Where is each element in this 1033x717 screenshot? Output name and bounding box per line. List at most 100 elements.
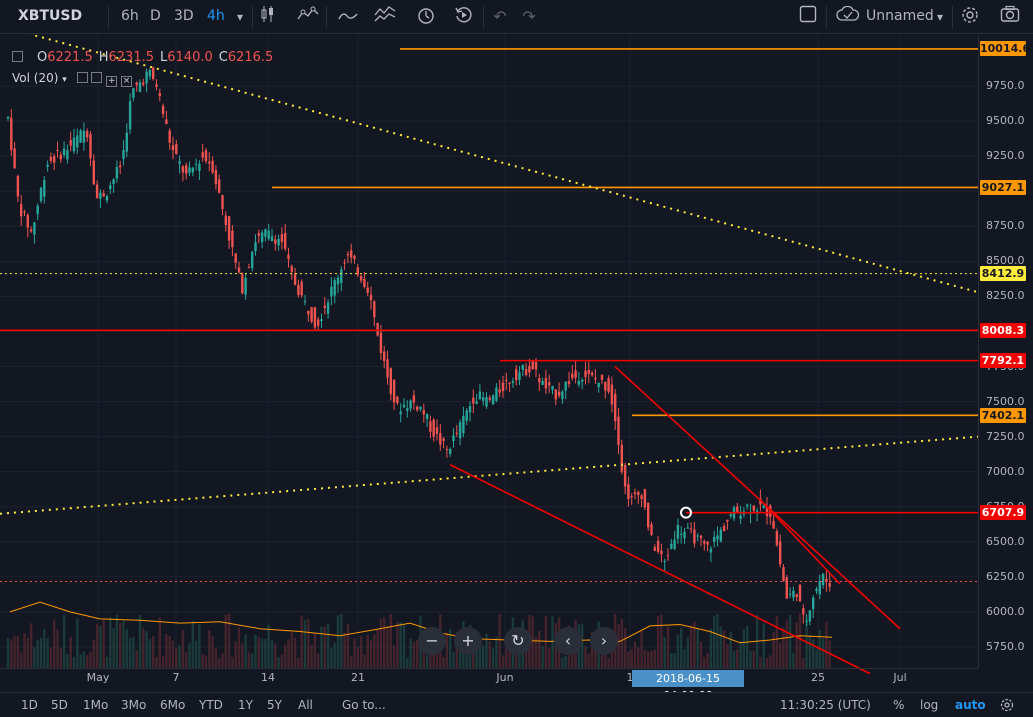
candle-body xyxy=(653,547,656,551)
price-axis[interactable]: 9750.0 9500.0 9250.0 9000.0 8750.0 8500.… xyxy=(980,35,1033,675)
volume-bar xyxy=(264,639,267,668)
percent-toggle[interactable]: % xyxy=(893,698,905,712)
gear-icon[interactable] xyxy=(1000,698,1014,715)
scroll-right-icon[interactable]: › xyxy=(590,627,618,655)
candle-body xyxy=(561,391,564,399)
volume-bar xyxy=(267,625,270,668)
candle-body xyxy=(23,211,26,213)
volume-bar xyxy=(653,649,656,668)
goto-button[interactable]: Go to... xyxy=(342,698,386,712)
auto-toggle[interactable]: auto xyxy=(955,698,986,712)
range-1d[interactable]: 1D xyxy=(21,698,38,712)
volume-bar xyxy=(26,637,29,668)
range-3mo[interactable]: 3Mo xyxy=(121,698,147,712)
candle-body xyxy=(333,280,336,296)
candle-body xyxy=(521,365,524,370)
zoom-in-icon[interactable]: + xyxy=(454,627,482,655)
candle-body xyxy=(491,395,495,405)
fullscreen-icon[interactable] xyxy=(796,5,820,29)
candle-body xyxy=(257,233,260,236)
candles-icon[interactable] xyxy=(256,5,280,29)
volume-bar xyxy=(617,624,620,668)
candle-body xyxy=(577,380,581,385)
candle-body xyxy=(772,520,775,529)
scroll-left-icon[interactable]: ‹ xyxy=(554,627,582,655)
range-5y[interactable]: 5Y xyxy=(267,698,282,712)
candle-body xyxy=(696,535,699,537)
chevron-down-icon[interactable]: ▾ xyxy=(236,10,244,24)
candle-body xyxy=(267,230,270,239)
candle-body xyxy=(280,234,284,242)
candle-body xyxy=(204,150,208,162)
volume-bar xyxy=(155,656,158,668)
volume-bar xyxy=(795,622,798,668)
time-axis[interactable]: May 7 14 21 Jun 1 25 Jul xyxy=(0,668,980,690)
zoom-out-icon[interactable]: − xyxy=(418,627,446,655)
alert-icon[interactable] xyxy=(414,5,438,29)
cloud-icon[interactable] xyxy=(836,5,860,29)
candle-body xyxy=(647,502,650,528)
candle-body xyxy=(86,131,89,138)
volume-bar xyxy=(676,634,680,668)
timeframe-6h[interactable]: 6h xyxy=(121,8,139,24)
timeframe-3d[interactable]: 3D xyxy=(174,8,194,24)
candle-body xyxy=(386,359,389,378)
gear-icon[interactable] xyxy=(958,5,982,29)
candle-body xyxy=(706,541,709,545)
volume-bar xyxy=(452,651,455,668)
timeframe-d[interactable]: D xyxy=(150,8,161,24)
close-icon[interactable]: × xyxy=(121,76,133,87)
volume-bar xyxy=(277,657,280,668)
range-ytd[interactable]: YTD xyxy=(199,698,223,712)
volume-bar xyxy=(158,617,161,668)
candle-body xyxy=(59,154,62,160)
time-tick: 1 xyxy=(626,671,634,684)
volume-legend[interactable]: Vol (20) ▾ + × xyxy=(12,71,133,87)
chevron-down-icon[interactable]: ▾ xyxy=(62,75,67,85)
plus-icon[interactable]: + xyxy=(106,76,118,87)
volume-bar xyxy=(736,649,739,668)
candle-body xyxy=(808,610,812,622)
candle-body xyxy=(825,578,828,582)
volume-bar xyxy=(435,653,439,668)
symbol-label[interactable]: XBTUSD xyxy=(18,8,83,24)
candle-body xyxy=(538,378,541,383)
range-1mo[interactable]: 1Mo xyxy=(83,698,109,712)
eye-icon[interactable] xyxy=(76,72,88,83)
volume-bar xyxy=(709,628,713,668)
candle-body xyxy=(828,582,831,587)
candle-body xyxy=(571,373,574,379)
volume-bar xyxy=(145,631,148,668)
volume-bar xyxy=(749,650,752,668)
range-all[interactable]: All xyxy=(298,698,313,712)
candle-body xyxy=(158,93,161,97)
volume-bar xyxy=(303,620,307,668)
reset-icon[interactable]: ↻ xyxy=(504,627,532,655)
candle-body xyxy=(317,319,320,326)
compare-icon[interactable] xyxy=(373,5,397,29)
timeframe-4h[interactable]: 4h xyxy=(207,8,225,24)
volume-bar xyxy=(310,644,313,668)
volume-bar xyxy=(406,657,409,668)
replay-icon[interactable] xyxy=(452,5,476,29)
indicators-icon[interactable] xyxy=(296,5,320,29)
undo-icon[interactable]: ↶ xyxy=(493,7,507,26)
range-1y[interactable]: 1Y xyxy=(238,698,253,712)
range-5d[interactable]: 5D xyxy=(51,698,68,712)
price-chart[interactable] xyxy=(0,35,1033,690)
volume-bar xyxy=(742,629,746,668)
redo-icon[interactable]: ↷ xyxy=(522,7,536,26)
settings-icon[interactable] xyxy=(91,72,103,83)
volume-bar xyxy=(359,636,363,668)
candle-body xyxy=(663,560,666,562)
chevron-down-icon[interactable]: ▾ xyxy=(936,10,944,24)
volume-bar xyxy=(422,648,425,668)
legend-collapse-icon[interactable] xyxy=(12,51,23,62)
candle-body xyxy=(135,82,138,85)
camera-icon[interactable] xyxy=(998,5,1022,29)
volume-bar xyxy=(785,620,788,668)
layout-name[interactable]: Unnamed xyxy=(866,8,934,24)
line-icon[interactable] xyxy=(336,5,360,29)
log-toggle[interactable]: log xyxy=(920,698,939,712)
range-6mo[interactable]: 6Mo xyxy=(160,698,186,712)
